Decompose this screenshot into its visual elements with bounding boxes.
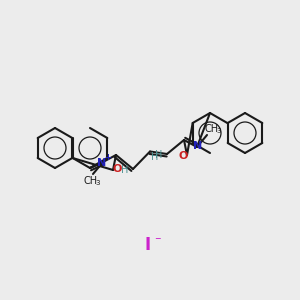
Text: O: O xyxy=(112,164,122,174)
Text: +: + xyxy=(104,154,112,163)
Text: H: H xyxy=(155,150,163,160)
Text: H: H xyxy=(151,152,159,163)
Text: CH: CH xyxy=(205,124,219,134)
Text: I: I xyxy=(145,236,151,254)
Text: O: O xyxy=(178,151,188,161)
Text: N: N xyxy=(98,158,106,168)
Text: CH: CH xyxy=(84,176,98,186)
Text: 3: 3 xyxy=(96,180,100,186)
Text: H: H xyxy=(121,165,129,175)
Text: N: N xyxy=(194,141,202,151)
Text: ⁻: ⁻ xyxy=(154,236,160,248)
Text: 3: 3 xyxy=(217,128,221,134)
